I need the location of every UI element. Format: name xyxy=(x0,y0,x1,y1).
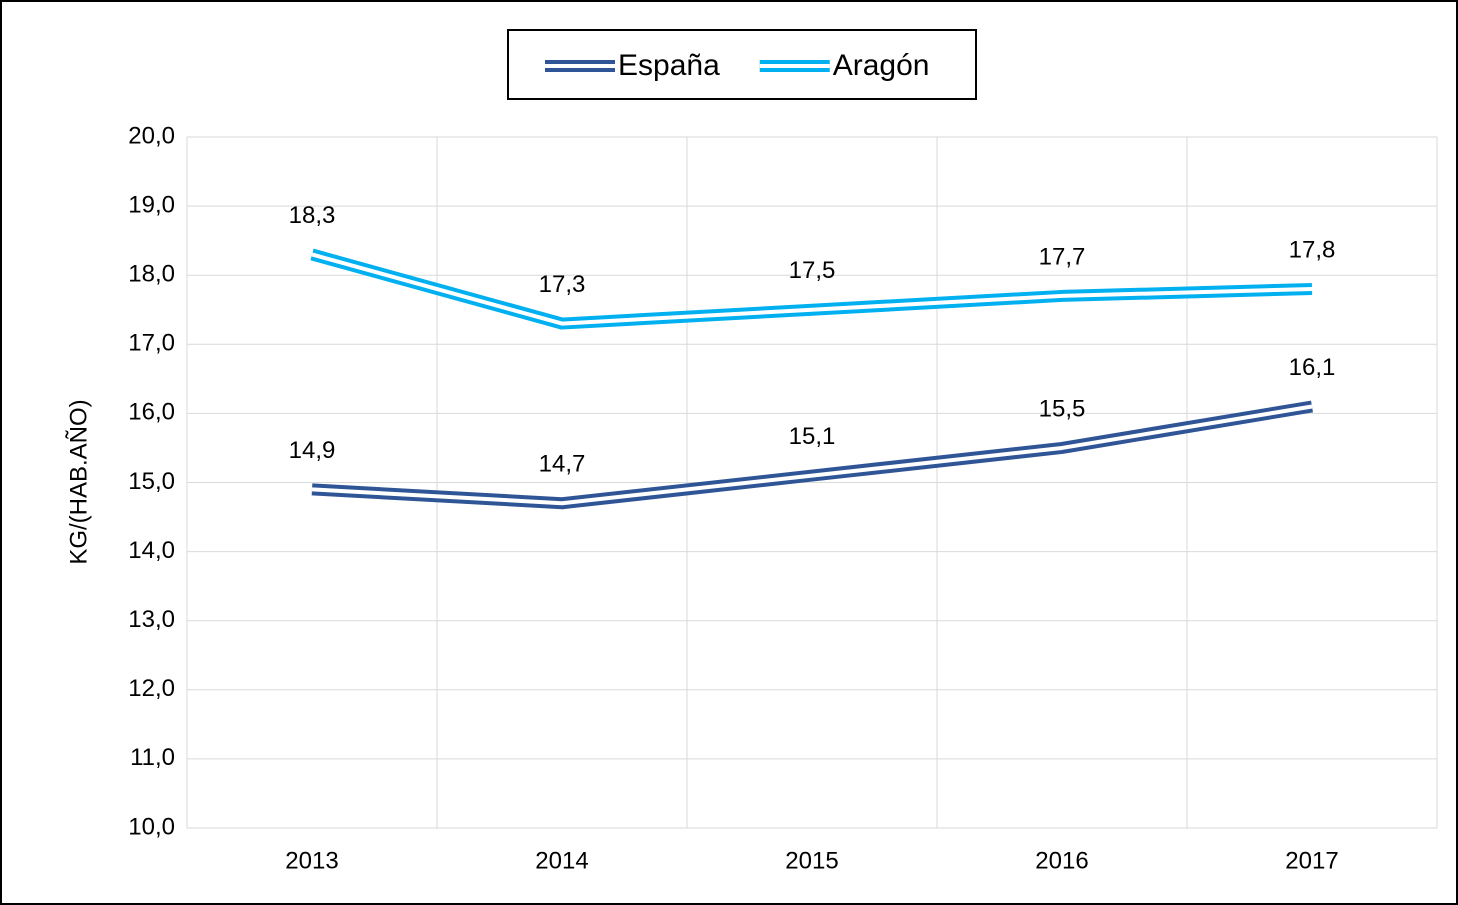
x-tick-label: 2017 xyxy=(1285,847,1338,874)
legend-label: Aragón xyxy=(833,49,930,82)
legend-label: España xyxy=(618,49,720,82)
series-line-inner xyxy=(311,252,1313,326)
y-tick-label: 20,0 xyxy=(128,122,175,149)
data-label: 14,7 xyxy=(539,451,586,478)
data-label: 15,5 xyxy=(1039,395,1086,422)
y-tick-label: 16,0 xyxy=(128,399,175,426)
data-label: 17,7 xyxy=(1039,243,1086,270)
data-label: 17,8 xyxy=(1289,236,1336,263)
data-label: 18,3 xyxy=(289,202,336,229)
y-axis-label: KG/(HAB.AÑO) xyxy=(65,399,92,564)
data-label: 17,3 xyxy=(539,271,586,298)
y-tick-label: 17,0 xyxy=(128,330,175,357)
data-label: 14,9 xyxy=(289,437,336,464)
x-tick-label: 2016 xyxy=(1035,847,1088,874)
x-tick-label: 2013 xyxy=(285,847,338,874)
y-tick-label: 14,0 xyxy=(128,537,175,564)
y-tick-label: 19,0 xyxy=(128,191,175,218)
y-tick-label: 10,0 xyxy=(128,813,175,840)
y-tick-label: 18,0 xyxy=(128,261,175,288)
y-tick-label: 12,0 xyxy=(128,675,175,702)
series-line-inner xyxy=(311,404,1313,506)
y-tick-label: 13,0 xyxy=(128,606,175,633)
data-label: 15,1 xyxy=(789,423,836,450)
x-tick-label: 2015 xyxy=(785,847,838,874)
y-tick-label: 15,0 xyxy=(128,468,175,495)
x-tick-label: 2014 xyxy=(535,847,588,874)
data-label: 16,1 xyxy=(1289,354,1336,381)
data-label: 17,5 xyxy=(789,257,836,284)
y-tick-label: 11,0 xyxy=(130,744,175,771)
